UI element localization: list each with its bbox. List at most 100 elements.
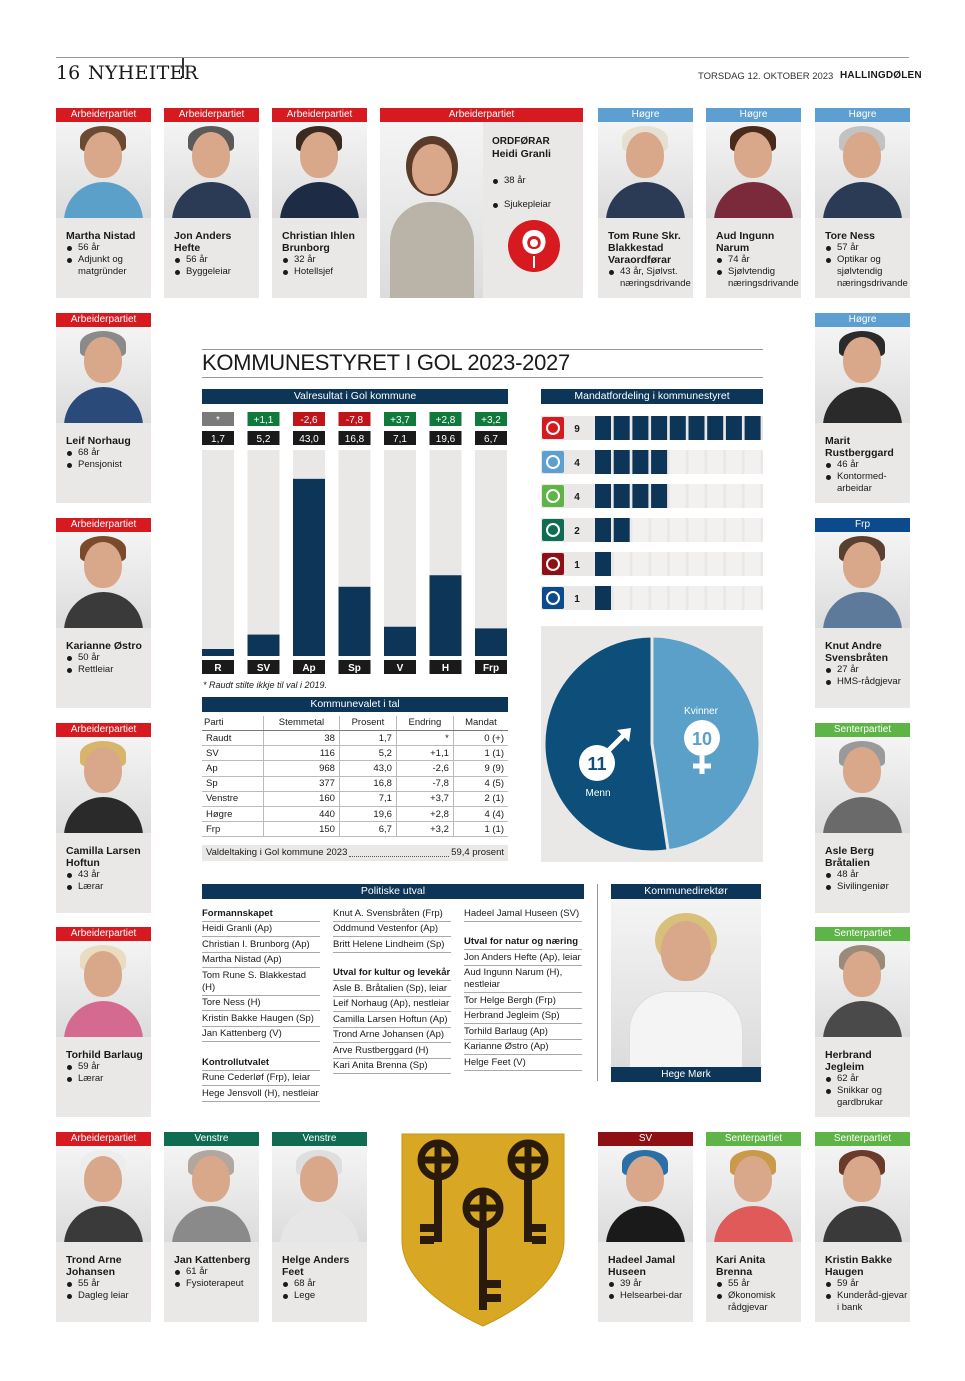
table-cell: 16,8 — [339, 776, 397, 792]
table-cell: 4 (5) — [453, 776, 508, 792]
committee-member: Arve Rustberggard (H) — [333, 1043, 451, 1059]
male-symbol-head — [617, 728, 631, 742]
seat-filled — [595, 416, 611, 440]
committee-member: Martha Nistad (Ap) — [202, 953, 320, 968]
member-age: 56 år — [66, 242, 151, 254]
value-badge — [202, 431, 234, 445]
seat-filled — [651, 484, 668, 508]
seat-empty — [744, 552, 761, 576]
seat-filled — [595, 518, 611, 542]
seat-empty — [688, 450, 705, 474]
member-job: Rettleiar — [66, 664, 151, 676]
member-job: Pensjonist — [66, 459, 151, 471]
member-job: Dagleg leiar — [66, 1290, 151, 1302]
hogre-wave-icon — [542, 451, 564, 473]
committee-member: Leif Norhaug (Ap), nestleiar — [333, 997, 451, 1012]
change-label: * — [216, 415, 220, 426]
member-age: 56 år — [174, 254, 259, 266]
committee-member: Kristin Bakke Haugen (Sp) — [202, 1011, 320, 1027]
results-table: Parti Stemmetal Prosent Endring Mandat Raudt… — [202, 716, 508, 838]
member-photo — [56, 941, 151, 1037]
section-title: NYHEITER — [88, 62, 199, 84]
member-name: Herbrand Jegleim — [825, 1049, 872, 1073]
member-card: Arbeiderpartiet Leif Norhaug 68 år Pensj… — [56, 313, 151, 503]
seat-filled — [632, 484, 649, 508]
member-name: Tom Rune Skr. Blakkestad — [608, 230, 681, 254]
member-job: Fysioterapeut — [174, 1278, 259, 1290]
party-label: Høgre — [706, 108, 801, 122]
seat-empty — [744, 586, 761, 610]
seat-filled — [669, 416, 686, 440]
v-icon-mark — [546, 523, 560, 537]
member-name: Aud Ingunn Narum — [716, 230, 775, 254]
issue-date: TORSDAG 12. OKTOBER 2023 — [698, 71, 834, 82]
clover-icon-mark — [546, 489, 560, 503]
member-photo — [56, 737, 151, 833]
category-badge — [247, 660, 280, 674]
member-age: 57 år — [825, 242, 910, 254]
member-name: Torhild Barlaug — [66, 1049, 143, 1061]
men-label: Menn — [585, 788, 610, 799]
seat-count: 2 — [574, 526, 580, 537]
committee-member: Jan Kattenberg (V) — [202, 1027, 320, 1042]
change-label: +3,7 — [390, 415, 410, 426]
member-card: Arbeiderpartiet Trond Arne Johansen 55 å… — [56, 1132, 151, 1322]
paper-name: HALLINGDØLEN — [840, 70, 922, 81]
seat-count: 4 — [574, 492, 580, 503]
turnout-value: 59,4 prosent — [451, 847, 504, 858]
bar-ap — [293, 478, 325, 656]
seat-empty — [669, 484, 686, 508]
member-job: Lærar — [66, 881, 151, 893]
mayor-age: 38 år — [492, 175, 695, 187]
seat-empty — [688, 552, 705, 576]
member-photo — [164, 122, 259, 218]
committee-heading: Utval for kultur og levekår — [333, 966, 451, 981]
table-header-cell: Prosent — [339, 716, 397, 731]
seat-empty — [725, 484, 742, 508]
seats-heading: Mandatfordeling i kommunestyret — [541, 389, 763, 404]
men-count: 11 — [587, 754, 606, 774]
seat-filled — [595, 450, 611, 474]
seat-filled — [632, 416, 649, 440]
party-label: Arbeiderpartiet — [272, 108, 367, 122]
table-row: Raudt 38 1,7 * 0 (+) — [202, 730, 508, 747]
member-name: Marit Rustberggard — [825, 435, 894, 459]
member-name: Asle Berg Bråtalien — [825, 845, 875, 869]
seat-empty — [725, 552, 742, 576]
table-cell: 1 (1) — [453, 745, 508, 762]
value-label: 6,7 — [484, 434, 498, 445]
seat-empty — [632, 586, 649, 610]
table-cell: 4 (4) — [453, 806, 508, 823]
table-cell: Raudt — [202, 730, 264, 747]
spacer — [202, 1042, 320, 1055]
seat-empty — [707, 518, 724, 542]
bar-track — [475, 450, 507, 656]
seat-filled — [613, 484, 630, 508]
table-cell: 0 (+) — [453, 730, 508, 747]
party-label: Senterpartiet — [706, 1132, 801, 1146]
member-photo — [272, 1146, 367, 1242]
committee-member: Hege Jensvoll (H), nestleiar — [202, 1086, 320, 1102]
table-header-cell: Endring — [396, 716, 454, 731]
seat-count: 9 — [574, 424, 580, 435]
party-label: Arbeiderpartiet — [56, 518, 151, 532]
table-cell: 7,1 — [339, 791, 397, 807]
member-age: 59 år — [825, 1278, 910, 1290]
member-card: Senterpartiet Kari Anita Brenna 55 år Øk… — [706, 1132, 801, 1322]
member-photo — [815, 327, 910, 423]
category-label: Sp — [348, 663, 361, 674]
party-label: Senterpartiet — [815, 723, 910, 737]
bar-frp — [475, 628, 507, 656]
member-photo — [56, 122, 151, 218]
committee-column: Formannskapet Heidi Granli (Ap) Christian … — [202, 906, 320, 1102]
value-label: 1,7 — [211, 434, 225, 445]
category-badge — [475, 660, 507, 674]
value-badge — [247, 431, 280, 445]
hogre-wave-icon-mark — [546, 455, 560, 469]
seat-filled — [613, 518, 630, 542]
table-cell: 38 — [263, 730, 340, 747]
women-label: Kvinner — [684, 706, 719, 717]
member-card: Høgre Aud Ingunn Narum 74 år Sjølvtendig… — [706, 108, 801, 298]
change-label: -2,6 — [300, 415, 318, 426]
table-cell: 440 — [263, 806, 340, 823]
